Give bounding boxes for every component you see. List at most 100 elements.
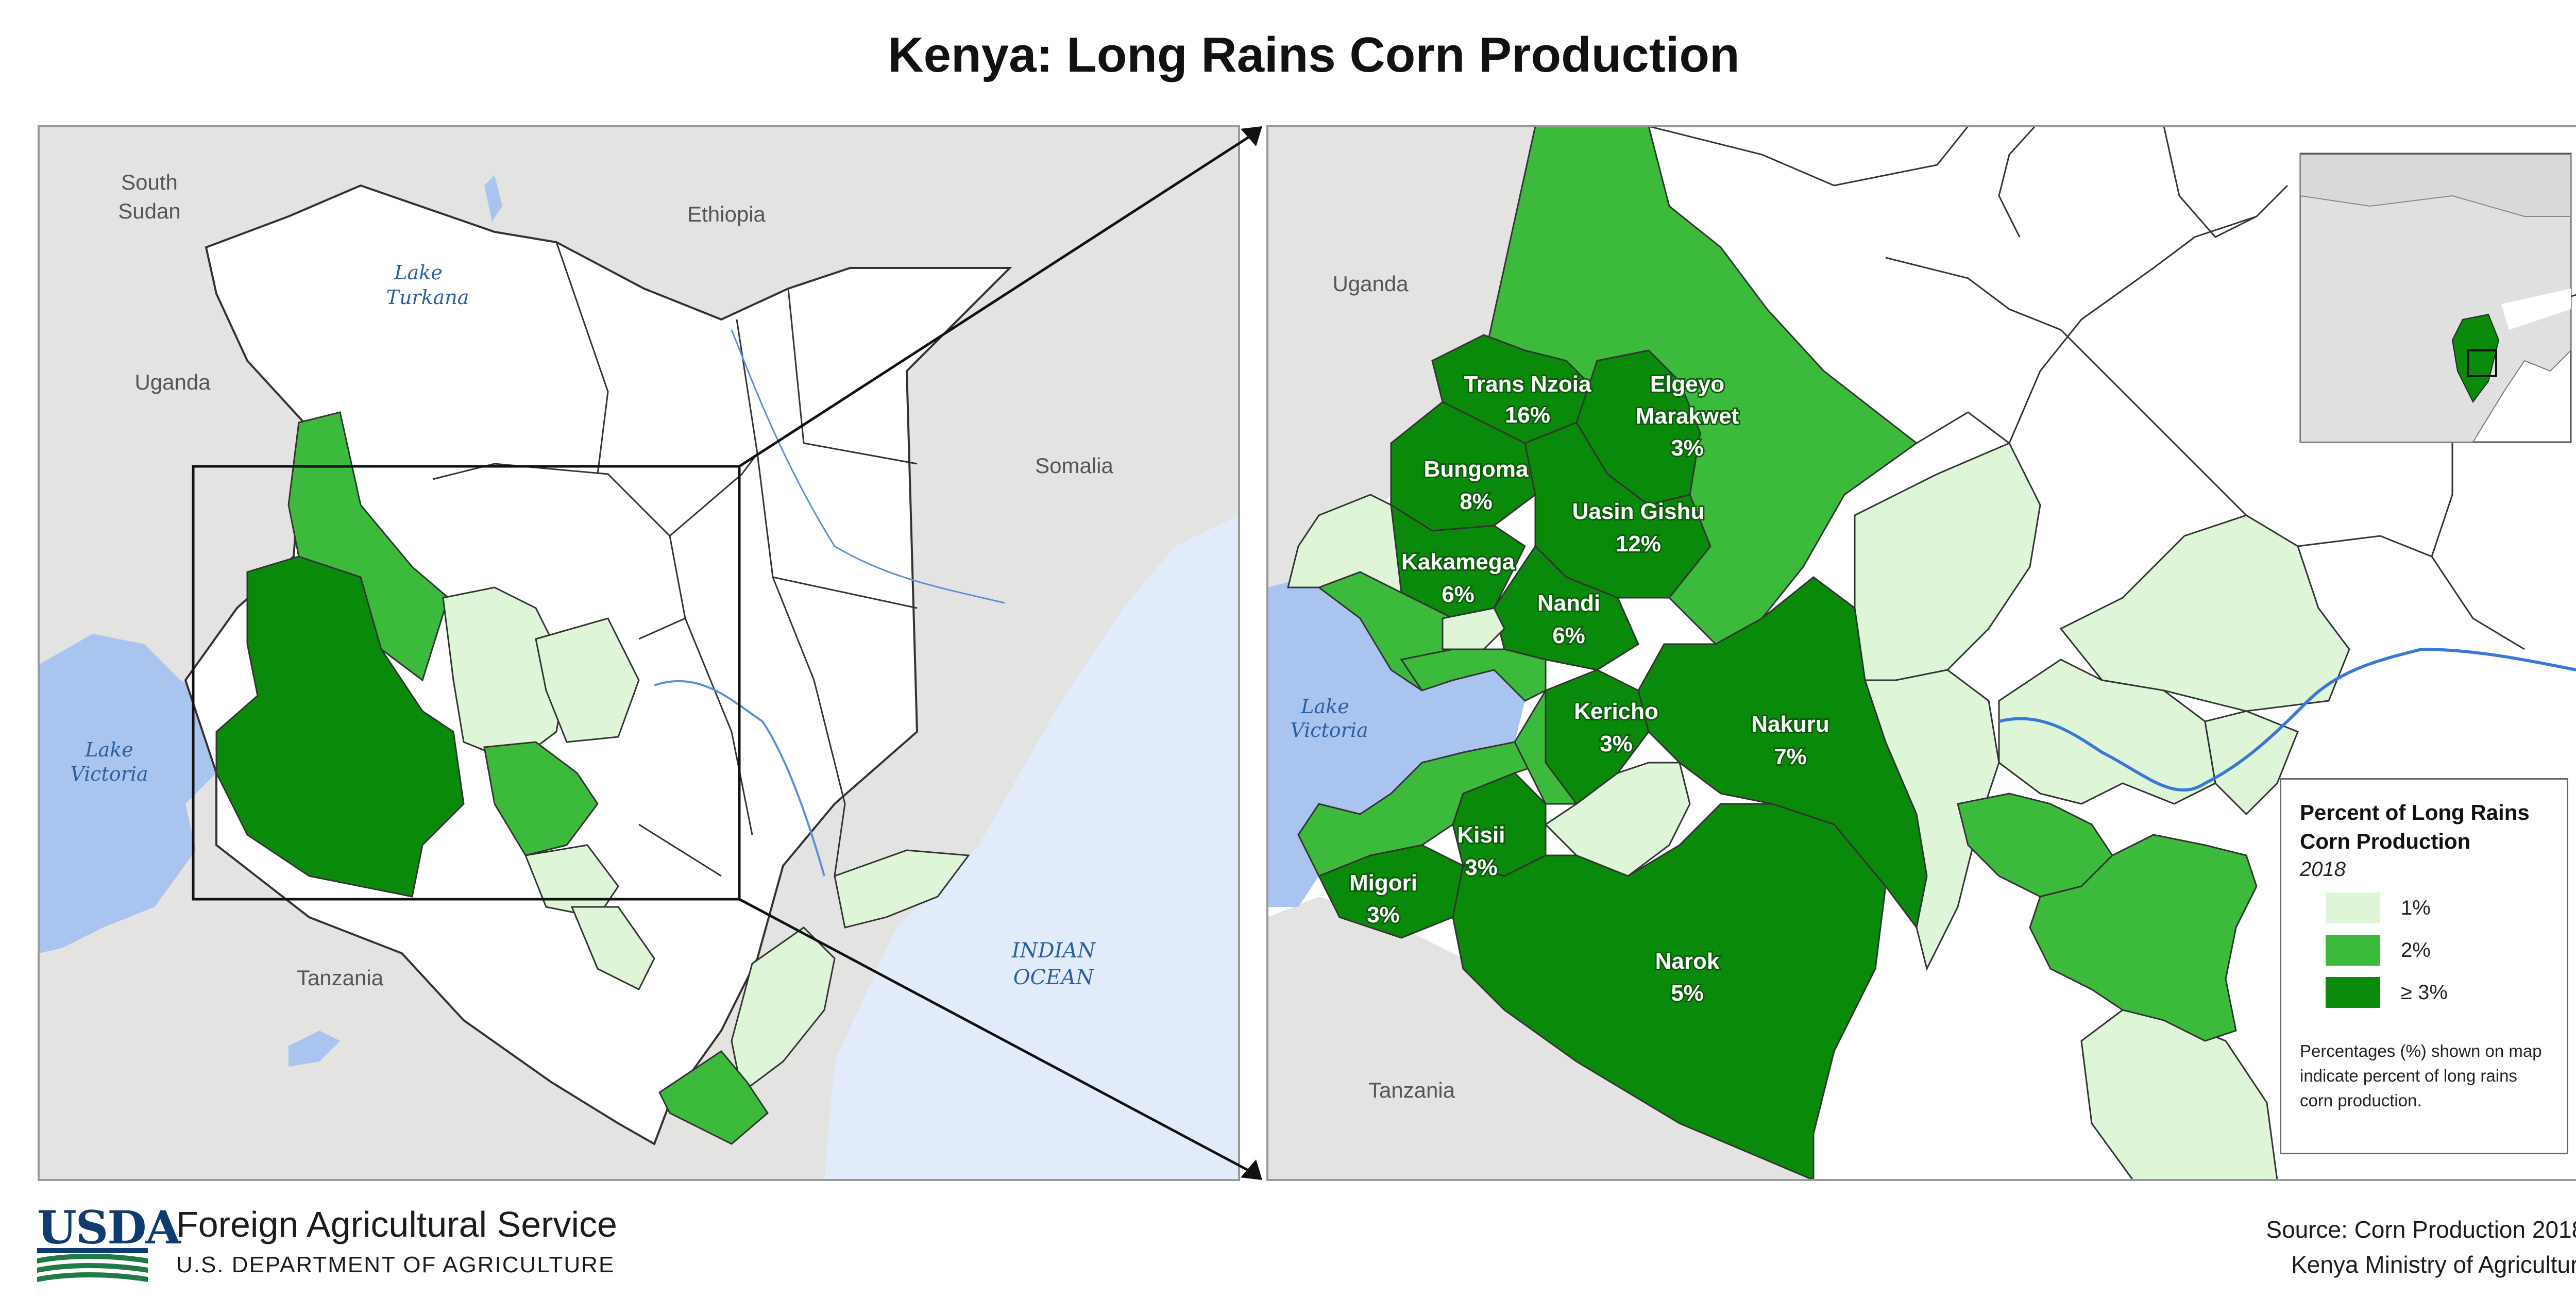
overview-map: South Sudan Ethiopia Uganda Somalia Tanz… bbox=[39, 126, 1239, 1180]
county-detail-low-east-4 bbox=[1998, 659, 2216, 805]
county-left-low-2 bbox=[535, 617, 640, 743]
county-left-mid-north bbox=[287, 411, 449, 682]
agency-department: U.S. DEPARTMENT OF AGRICULTURE bbox=[176, 1252, 615, 1277]
detail-frame bbox=[1266, 125, 2576, 1181]
county-label-migori-value: 3% bbox=[1367, 902, 1400, 928]
label-south-sudan-2: Sudan bbox=[118, 199, 180, 223]
legend-label-1pct: 1% bbox=[2401, 896, 2431, 919]
county-label-trans-nzoia-value: 16% bbox=[1505, 402, 1550, 428]
connector-bottom bbox=[738, 898, 1253, 1174]
county-left-mid-center bbox=[483, 741, 599, 856]
label-somalia: Somalia bbox=[1035, 453, 1113, 478]
county-left-low-lamu bbox=[834, 849, 970, 929]
legend-title-line2: Corn Production bbox=[2300, 829, 2471, 853]
label-tanzania-detail: Tanzania bbox=[1368, 1078, 1455, 1102]
source-note: Source: Corn Production 2018, Kenya Mini… bbox=[2266, 1212, 2576, 1282]
county-left-low-coast bbox=[731, 926, 836, 1094]
agency-name: Foreign Agricultural Service bbox=[176, 1204, 617, 1244]
legend: Percent of Long Rains Corn Production 20… bbox=[2280, 778, 2568, 1154]
usda-logo-mark bbox=[37, 1248, 148, 1282]
county-label-nakuru-value: 7% bbox=[1774, 744, 1807, 769]
county-detail-mid-kericho-east bbox=[1514, 687, 1578, 805]
legend-item-1pct: 1% bbox=[2300, 892, 2548, 923]
label-indian-ocean-1: INDIAN bbox=[1011, 939, 1097, 963]
county-label-kericho-value: 3% bbox=[1600, 731, 1633, 756]
small-lake-left bbox=[289, 1031, 340, 1067]
county-left-mid-coast bbox=[658, 1050, 769, 1145]
legend-label-3pct: ≥ 3% bbox=[2401, 981, 2448, 1004]
county-label-marakwet-name: Marakwet bbox=[1636, 403, 1739, 429]
county-labels: Trans Nzoia 16% Elgeyo Marakwet 3% Bungo… bbox=[1348, 370, 1831, 1007]
label-lake-victoria-detail-1: Lake bbox=[1300, 695, 1349, 718]
legend-label-2pct: 2% bbox=[2401, 938, 2431, 962]
legend-swatch-1pct bbox=[2326, 892, 2380, 923]
county-label-nandi-name: Nandi bbox=[1537, 591, 1600, 616]
county-label-bungoma-name: Bungoma bbox=[1424, 457, 1529, 482]
county-detail-low-bomet bbox=[1544, 762, 1691, 877]
county-detail-mid-east-2 bbox=[2029, 834, 2258, 1042]
county-uasin-gishu bbox=[1524, 422, 1711, 599]
county-label-narok-value: 5% bbox=[1671, 981, 1704, 1006]
connector-top bbox=[738, 133, 1253, 468]
county-label-kisii-value: 3% bbox=[1465, 855, 1498, 880]
county-left-low-1 bbox=[442, 586, 568, 764]
legend-year: 2018 bbox=[2300, 858, 2346, 881]
legend-note: Percentages (%) shown on map indicate pe… bbox=[2300, 1041, 2542, 1110]
legend-title: Percent of Long Rains Corn Production bbox=[2300, 798, 2548, 856]
county-label-uasin-gishu-name: Uasin Gishu bbox=[1572, 499, 1705, 524]
indian-ocean bbox=[824, 515, 1239, 1180]
overview-frame bbox=[38, 125, 1240, 1181]
county-detail-low-lake bbox=[1442, 607, 1505, 650]
county-left-low-4 bbox=[570, 906, 655, 991]
county-label-trans-nzoia-name: Trans Nzoia bbox=[1464, 372, 1591, 397]
county-detail-low-east-1 bbox=[1854, 442, 2041, 681]
connector-arrow-top bbox=[1241, 126, 1262, 146]
county-label-nandi-value: 6% bbox=[1552, 623, 1585, 648]
lake-victoria-left bbox=[39, 634, 222, 953]
county-detail-mid-lake-south bbox=[1297, 741, 1548, 877]
label-south-sudan-1: South bbox=[121, 170, 178, 194]
label-uganda-left: Uganda bbox=[134, 370, 211, 394]
source-line-2: Kenya Ministry of Agriculture bbox=[2291, 1251, 2576, 1278]
legend-item-2pct: 2% bbox=[2300, 935, 2548, 966]
locator-inset bbox=[2299, 153, 2572, 443]
county-label-elgeyo-value: 3% bbox=[1671, 435, 1704, 461]
small-lake-left-2 bbox=[484, 175, 502, 222]
usda-logo-text: USDA bbox=[37, 1201, 181, 1254]
county-label-kericho-name: Kericho bbox=[1574, 699, 1658, 724]
county-label-kakamega-name: Kakamega bbox=[1401, 549, 1515, 575]
lake-victoria-detail bbox=[1267, 577, 1525, 907]
river-tana-left bbox=[654, 680, 825, 877]
label-lake-turkana-1: Lake bbox=[394, 261, 442, 284]
label-lake-victoria-detail-2: Victoria bbox=[1290, 719, 1368, 742]
uganda-detail bbox=[1267, 126, 1535, 593]
label-ethiopia-left: Ethiopia bbox=[687, 202, 766, 226]
source-line-1: Source: Corn Production 2018, bbox=[2266, 1216, 2576, 1243]
river-north-left bbox=[731, 329, 1005, 604]
zoom-extent-box bbox=[192, 465, 741, 901]
usda-logo[interactable]: USDA bbox=[37, 1201, 181, 1283]
legend-swatch-2pct bbox=[2326, 935, 2380, 966]
county-label-uasin-gishu-value: 12% bbox=[1616, 531, 1661, 557]
county-detail-low-west bbox=[1287, 494, 1402, 594]
label-lake-turkana-2: Turkana bbox=[386, 286, 469, 309]
label-tanzania-left: Tanzania bbox=[297, 966, 384, 990]
label-uganda-detail: Uganda bbox=[1332, 272, 1409, 296]
county-label-kisii-name: Kisii bbox=[1458, 822, 1505, 848]
county-label-bungoma-value: 8% bbox=[1460, 489, 1493, 514]
map-title: Kenya: Long Rains Corn Production bbox=[888, 27, 1740, 82]
label-lake-victoria-left-2: Victoria bbox=[70, 763, 148, 785]
legend-swatch-3pct bbox=[2326, 977, 2380, 1008]
river-detail bbox=[1998, 647, 2576, 792]
label-indian-ocean-2: OCEAN bbox=[1013, 966, 1095, 989]
county-label-migori-name: Migori bbox=[1349, 870, 1417, 896]
county-label-narok-name: Narok bbox=[1655, 949, 1720, 974]
county-label-nakuru-name: Nakuru bbox=[1751, 712, 1829, 737]
county-narok bbox=[1452, 803, 1887, 1180]
county-label-elgeyo-name: Elgeyo bbox=[1650, 372, 1724, 397]
county-detail-low-east-5 bbox=[2204, 710, 2299, 816]
county-detail-low-east-2 bbox=[1863, 669, 2000, 971]
connector-arrow-bottom bbox=[1241, 1159, 1262, 1180]
county-label-kakamega-value: 6% bbox=[1442, 582, 1475, 607]
